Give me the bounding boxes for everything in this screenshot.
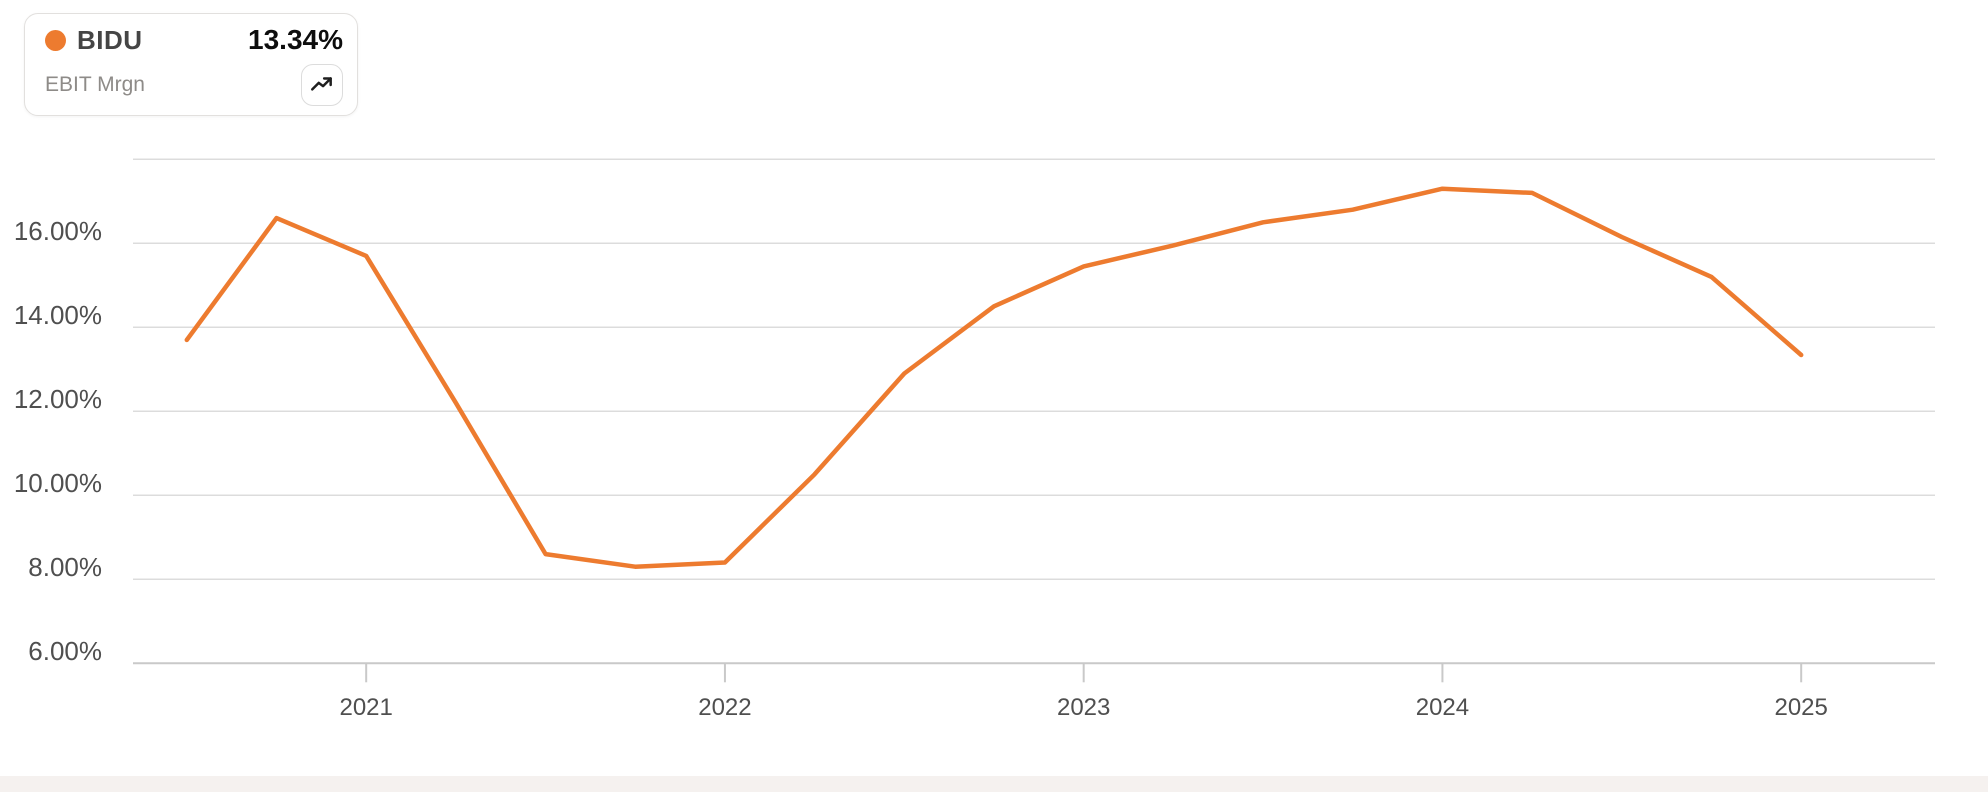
gridlines bbox=[133, 158, 1935, 665]
x-tick-label: 2023 bbox=[1056, 694, 1111, 721]
series-lines bbox=[184, 186, 1804, 569]
chart-type-button[interactable] bbox=[301, 64, 343, 106]
x-tick-label: 2021 bbox=[339, 694, 393, 721]
y-tick-label: 6.00% bbox=[28, 636, 102, 667]
series-line-bidu[interactable] bbox=[184, 186, 1804, 569]
trending-up-icon bbox=[311, 77, 332, 91]
x-tick-label: 2024 bbox=[1415, 694, 1470, 721]
legend-header-row: BIDU 13.34% bbox=[45, 24, 343, 56]
x-tick-label: 2022 bbox=[698, 694, 752, 721]
y-tick-label: 16.00% bbox=[13, 216, 102, 247]
x-ticks bbox=[365, 663, 1803, 683]
y-tick-label: 8.00% bbox=[28, 552, 102, 583]
y-tick-label: 10.00% bbox=[13, 468, 102, 499]
y-tick-label: 14.00% bbox=[13, 300, 102, 331]
legend-ticker: BIDU bbox=[77, 24, 143, 55]
legend-value: 13.34% bbox=[248, 24, 343, 55]
legend-metric-row: EBIT Mrgn bbox=[45, 64, 343, 106]
x-tick-label: 2025 bbox=[1774, 694, 1828, 721]
series-color-dot bbox=[45, 29, 66, 51]
legend-metric: EBIT Mrgn bbox=[45, 73, 145, 96]
footer-strip bbox=[0, 776, 1988, 792]
legend-card: BIDU 13.34% EBIT Mrgn bbox=[24, 13, 358, 116]
y-tick-label: 12.00% bbox=[13, 384, 102, 415]
